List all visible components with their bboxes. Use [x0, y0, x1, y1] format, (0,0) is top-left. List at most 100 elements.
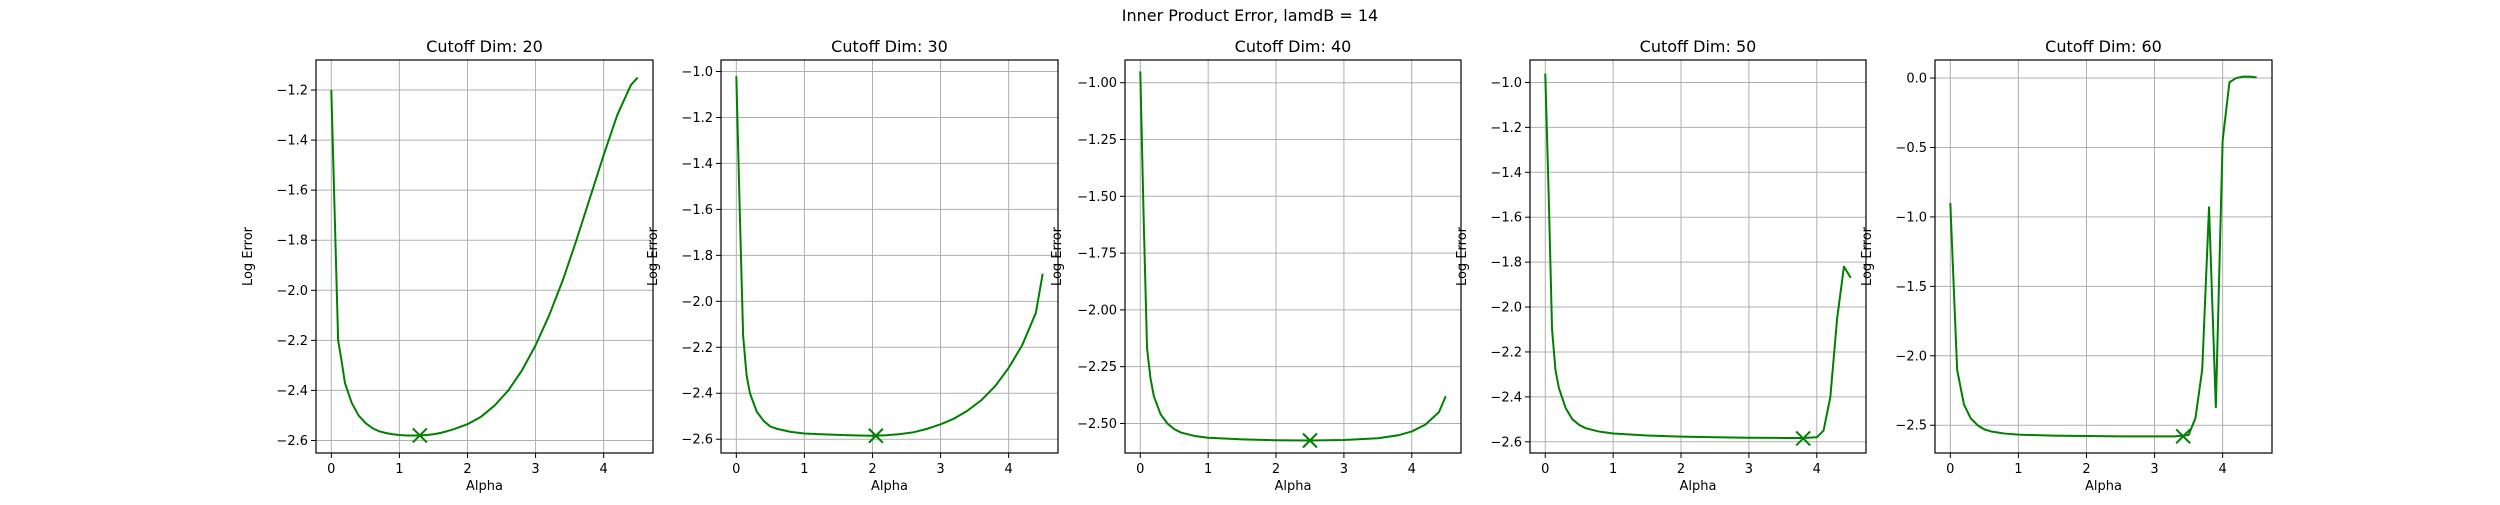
y-tick-label: −1.2: [276, 84, 308, 99]
y-tick-label: −1.0: [681, 65, 713, 80]
x-tick-label: 2: [2082, 462, 2090, 477]
x-axis-label: Alpha: [466, 479, 503, 494]
minimum-marker: [2175, 428, 2191, 445]
subplot-title: Cutoff Dim: 50: [1640, 37, 1757, 56]
grid: [1125, 60, 1461, 453]
y-tick-label: −1.4: [276, 134, 308, 149]
grid: [316, 60, 653, 453]
figure-suptitle: Inner Product Error, lamdB = 14: [1122, 6, 1378, 25]
y-tick-label: −2.0: [1490, 301, 1522, 316]
x-tick-label: 3: [1340, 462, 1348, 477]
marker-stroke: [868, 428, 884, 444]
y-tick-label: −1.6: [681, 203, 713, 218]
x-tick-label: 2: [463, 462, 471, 477]
subplot-5: 0 1 2 3 4 −2.5 −2.0 −1.5 −1.0 −0.5 0.0 Cutoff Dim: …: [1860, 37, 2273, 494]
series-line: [330, 76, 639, 437]
y-tick-label: −1.2: [681, 111, 713, 126]
y-tick-label: 0.0: [1906, 72, 1927, 87]
subplot-1: 0 1 2 3 4 −2.6 −2.4 −2.2 −2.0 −1.8 −1.6 −1.4 −1.2 Cut…: [241, 37, 654, 494]
grid: [1530, 60, 1866, 453]
series-line: [735, 76, 1044, 437]
y-axis-label: Log Error: [241, 226, 256, 286]
minimum-marker: [1302, 432, 1318, 449]
y-tick-label: −2.4: [1490, 390, 1522, 405]
x-tick-label: 4: [2219, 462, 2227, 477]
y-tick-label: −1.4: [681, 157, 713, 172]
y-axis-label: Log Error: [1455, 226, 1470, 286]
x-axis-label: Alpha: [2085, 479, 2122, 494]
y-tick-label: −1.25: [1077, 133, 1117, 148]
x-tick-label: 2: [868, 462, 876, 477]
x-tick-label: 4: [1408, 462, 1416, 477]
y-tick-label: −2.50: [1077, 417, 1117, 432]
marker-stroke: [1795, 430, 1811, 447]
subplot-grid: 0 1 2 3 4 −2.6 −2.4 −2.2 −2.0 −1.8 −1.6 −1.4 −1.2 Cut…: [241, 37, 2273, 494]
y-tick-label: −1.2: [1490, 121, 1522, 136]
marker-stroke: [412, 427, 428, 444]
y-tick-label: −2.2: [681, 341, 713, 356]
y-tick-label: −2.4: [681, 387, 713, 402]
subplot-3: 0 1 2 3 4 −2.50 −2.25 −2.00 −1.75 −1.50 −1.25 −1.00…: [1050, 37, 1462, 494]
x-tick-label: 4: [600, 462, 608, 477]
y-tick-label: −1.00: [1077, 76, 1117, 91]
x-tick-label: 0: [1541, 462, 1549, 477]
x-tick-label: 1: [1609, 462, 1617, 477]
subplot-title: Cutoff Dim: 60: [2045, 37, 2162, 56]
x-tick-label: 0: [1136, 462, 1144, 477]
y-tick-label: −1.0: [1895, 210, 1927, 225]
x-axis-label: Alpha: [1275, 479, 1312, 494]
minimum-marker: [412, 427, 428, 444]
minimum-marker: [1795, 430, 1811, 447]
y-tick-label: −1.8: [276, 234, 308, 249]
x-tick-label: 0: [732, 462, 740, 477]
y-tick-label: −2.25: [1077, 360, 1117, 375]
y-tick-label: −1.8: [1490, 256, 1522, 271]
x-tick-label: 3: [1745, 462, 1753, 477]
axes-frame: [720, 59, 1059, 454]
x-tick-label: 0: [1946, 462, 1954, 477]
y-tick-label: −2.2: [1490, 345, 1522, 360]
subplot-title: Cutoff Dim: 20: [426, 37, 543, 56]
x-tick-label: 2: [1272, 462, 1280, 477]
axes-frame: [1934, 59, 2273, 454]
minimum-marker: [868, 428, 884, 444]
x-tick-label: 4: [1005, 462, 1013, 477]
y-tick-label: −2.0: [1895, 349, 1927, 364]
axes-frame: [315, 59, 654, 454]
x-tick-label: 1: [2014, 462, 2022, 477]
axes-frame: [1124, 59, 1462, 454]
x-tick-label: 1: [395, 462, 403, 477]
subplot-4: 0 1 2 3 4 −2.6 −2.4 −2.2 −2.0 −1.8 −1.6 −1.4 −1.2 −1.…: [1455, 37, 1867, 494]
grid: [1935, 60, 2272, 453]
x-tick-label: 3: [936, 462, 944, 477]
x-tick-label: 0: [327, 462, 335, 477]
marker-stroke: [2175, 428, 2191, 445]
y-tick-label: −2.6: [1490, 435, 1522, 450]
y-tick-label: −2.0: [276, 284, 308, 299]
y-tick-label: −1.75: [1077, 247, 1117, 262]
series-line: [1544, 73, 1852, 439]
y-tick-label: −2.0: [681, 295, 713, 310]
x-tick-label: 1: [1204, 462, 1212, 477]
subplot-2: 0 1 2 3 4 −2.6 −2.4 −2.2 −2.0 −1.8 −1.6 −1.4 −1.2 −1.…: [646, 37, 1059, 494]
y-tick-label: −1.4: [1490, 166, 1522, 181]
marker-stroke: [1302, 432, 1318, 449]
y-tick-label: −1.0: [1490, 76, 1522, 91]
x-tick-label: 1: [800, 462, 808, 477]
x-tick-label: 3: [2150, 462, 2158, 477]
y-tick-label: −2.4: [276, 384, 308, 399]
x-tick-label: 2: [1677, 462, 1685, 477]
y-tick-label: −2.6: [681, 433, 713, 448]
y-axis-label: Log Error: [1050, 226, 1065, 286]
x-axis-label: Alpha: [1680, 479, 1717, 494]
subplot-title: Cutoff Dim: 40: [1235, 37, 1352, 56]
y-tick-label: −2.00: [1077, 303, 1117, 318]
x-tick-label: 3: [531, 462, 539, 477]
y-tick-label: −2.5: [1895, 419, 1927, 434]
y-tick-label: −0.5: [1895, 141, 1927, 156]
y-axis-label: Log Error: [1860, 226, 1875, 286]
y-tick-label: −2.2: [276, 334, 308, 349]
y-tick-label: −1.5: [1895, 280, 1927, 295]
